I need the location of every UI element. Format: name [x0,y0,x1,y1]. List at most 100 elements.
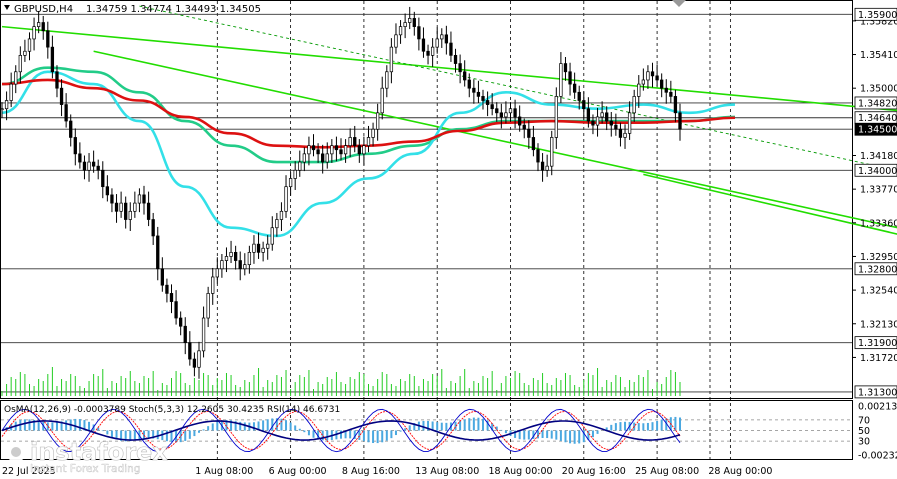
candle [78,142,82,169]
price-tick-label: 1.32130 [860,319,897,330]
candle-body [508,108,513,114]
candle-body [627,112,632,134]
candle [165,278,169,303]
price-tick-label: 1.33360 [860,218,897,229]
candle-body [137,194,142,204]
candle-body [421,38,426,52]
candle [183,317,187,355]
candle-body [279,210,284,220]
candle [211,267,215,305]
candle [380,76,384,120]
candle-body [87,161,91,171]
candle [453,48,458,73]
candle-body [614,124,618,130]
candle-body [73,137,77,155]
candle [536,143,540,172]
candle [435,27,439,54]
candle [366,125,371,153]
candle-body [311,145,316,151]
candle [518,105,522,132]
channel-upper-line [1,25,897,112]
candle [623,124,627,149]
candle-body [298,161,302,171]
candle [559,52,563,103]
candle [243,253,247,276]
candle-body [165,284,169,294]
candle-body [632,96,636,114]
price-level-label: 1.31300 [858,387,897,398]
candle-body [398,26,403,36]
candle [467,73,471,98]
candle [440,28,444,48]
horizontal-levels [1,13,852,393]
candle-body [550,137,554,167]
candle-body [233,252,238,261]
price-level-label: 1.35900 [858,10,897,21]
candle-body [229,252,233,257]
candle-body [50,46,55,73]
candle [353,125,357,153]
candle-body [408,18,412,23]
candle-body [284,186,288,212]
oscillator-tick-label: -0.002324 [858,451,897,462]
candle [591,114,595,135]
candle [646,65,650,90]
watermark-tagline: Instant Forex Trading [30,463,140,475]
candle [426,44,430,65]
rsi-line [1,420,681,441]
candle-body [426,50,430,56]
candle-body [467,79,471,89]
candle-body [595,116,600,126]
candle [499,103,503,129]
candle [531,125,536,157]
candle-body [490,104,494,110]
candle-body [472,87,476,93]
candle [394,23,398,54]
candle-body [591,120,595,126]
candle-body [105,186,110,196]
candle [101,161,105,199]
dropdown-triangle-icon[interactable] [4,5,10,10]
candle-body [14,71,18,85]
candle-body [201,317,206,352]
candle [664,79,668,104]
candle-body [669,91,673,97]
price-level-box [854,7,897,21]
chart-shift-marker-icon[interactable] [672,0,686,7]
candle-body [540,161,545,171]
candle-body [110,194,114,204]
candle-body [220,260,224,270]
candle-body [247,252,252,266]
oscillator-tick-label: 0.002136 [858,402,897,413]
candle-body [316,149,320,155]
candle [69,114,73,147]
candle [614,113,618,136]
candle [96,159,100,180]
candle [110,188,114,213]
time-tick-label: 6 Aug 00:00 [269,466,327,477]
candle [609,111,613,137]
candle-body [504,112,508,118]
price-level-box [854,163,897,177]
candle [247,245,252,274]
candle [307,136,311,166]
candle [18,46,22,84]
candle [421,27,426,58]
candle [133,191,137,218]
candle [293,161,297,190]
candle-body [650,71,655,77]
candle-body [18,55,22,73]
price-tick-label: 1.35410 [860,50,897,61]
price-level-label: 1.32800 [858,264,897,275]
candle-body [430,46,435,56]
candle [330,139,334,163]
time-tick-label: 13 Aug 08:00 [415,466,479,477]
candle-body [417,26,421,40]
candle-body [124,202,128,220]
price-tick-label: 1.31720 [860,353,897,364]
candle-body [261,247,265,253]
candle-body [444,34,449,44]
candle-body [69,120,73,138]
candle-body [518,116,522,126]
